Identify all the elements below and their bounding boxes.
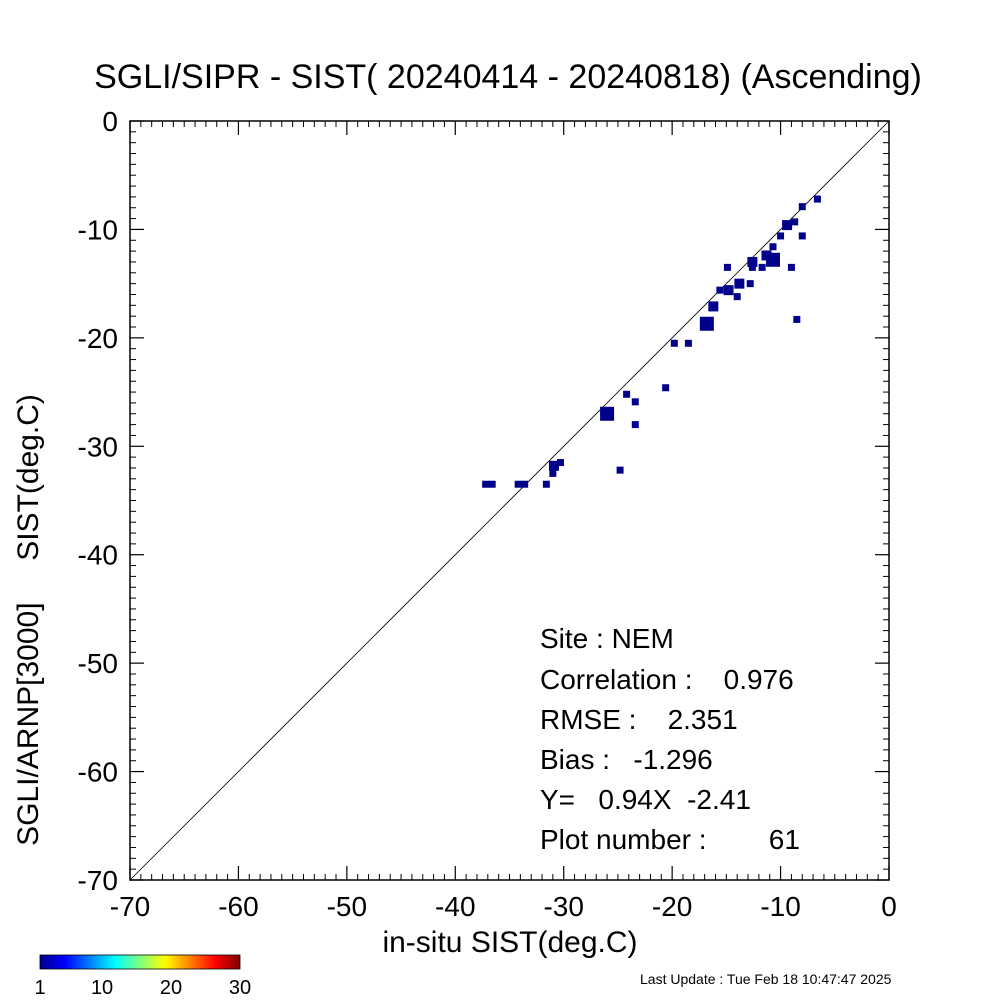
stats-box: Site : NEM Correlation : 0.976 RMSE : 2.… [540, 623, 800, 855]
data-points [482, 195, 821, 488]
data-point [758, 263, 766, 271]
data-point [747, 256, 758, 267]
data-point [623, 390, 631, 398]
data-point [521, 480, 529, 488]
colorbar-label: 30 [229, 977, 251, 999]
data-point [765, 252, 780, 267]
data-point [542, 480, 550, 488]
colorbar-label: 1 [34, 977, 45, 999]
colorbar-label: 20 [160, 977, 182, 999]
y-tick-label: -20 [78, 323, 118, 354]
x-tick-label: -40 [435, 891, 475, 922]
y-tick-label: -60 [78, 757, 118, 788]
stat-regression: Y= 0.94X -2.41 [540, 784, 751, 815]
colorbar-labels: 1 10 20 30 [34, 977, 251, 999]
data-point [600, 406, 615, 421]
y-tick-label: 0 [102, 106, 118, 137]
data-point [813, 195, 821, 203]
plot-area [129, 120, 890, 881]
data-point [782, 220, 793, 231]
x-tick-label: -50 [327, 891, 367, 922]
y-tick-label: -50 [78, 648, 118, 679]
data-point [777, 232, 785, 240]
stat-bias: Bias : -1.296 [540, 744, 713, 775]
colorbar-gradient [39, 954, 241, 970]
data-point [748, 263, 756, 271]
colorbar-label: 10 [91, 977, 113, 999]
data-point [670, 339, 678, 347]
data-point [482, 480, 490, 488]
x-tick-labels: -70 -60 -50 -40 -30 -20 -10 0 [110, 891, 897, 922]
data-point [716, 286, 724, 294]
data-point [616, 466, 624, 474]
data-point [734, 278, 745, 289]
data-point [556, 459, 564, 467]
data-point [791, 218, 799, 226]
major-ticks [129, 120, 890, 881]
y-axis-label: SGLI/ARNP[3000] SIST(deg.C) [12, 394, 45, 846]
data-point [723, 285, 734, 296]
data-point [699, 316, 714, 331]
stat-plot-number: Plot number : 61 [540, 824, 800, 855]
colorbar: 1 10 20 30 [34, 954, 251, 999]
stat-rmse: RMSE : 2.351 [540, 704, 738, 735]
x-tick-label: -70 [110, 891, 150, 922]
data-point [746, 280, 754, 288]
data-point [662, 384, 670, 392]
last-update-text: Last Update : Tue Feb 18 10:47:47 2025 [640, 971, 892, 987]
x-tick-label: -60 [218, 891, 258, 922]
data-point [793, 315, 801, 323]
data-point [798, 203, 806, 211]
chart-title: SGLI/SIPR - SIST( 20240414 - 20240818) (… [94, 58, 922, 96]
data-point [631, 398, 639, 406]
data-point [549, 469, 557, 477]
x-tick-label: 0 [881, 891, 897, 922]
one-to-one-line [129, 120, 890, 881]
data-point [787, 263, 795, 271]
x-axis-label: in-situ SIST(deg.C) [382, 926, 637, 959]
data-point [548, 460, 559, 471]
data-point [733, 293, 741, 301]
data-point [514, 480, 522, 488]
x-tick-label: -30 [543, 891, 583, 922]
y-tick-label: -70 [78, 865, 118, 896]
data-point [631, 421, 639, 429]
data-point [769, 243, 777, 251]
stat-site: Site : NEM [540, 623, 674, 654]
data-point [708, 301, 719, 312]
y-tick-label: -40 [78, 540, 118, 571]
y-tick-label: -10 [78, 214, 118, 245]
data-point [684, 339, 692, 347]
data-point [488, 480, 496, 488]
minor-ticks [130, 121, 889, 880]
data-point [723, 263, 731, 271]
x-tick-label: -20 [652, 891, 692, 922]
y-tick-label: -30 [78, 431, 118, 462]
x-tick-label: -10 [760, 891, 800, 922]
stat-correlation: Correlation : 0.976 [540, 664, 794, 695]
data-point [798, 232, 806, 240]
y-tick-labels: -70 -60 -50 -40 -30 -20 -10 0 [78, 106, 118, 896]
